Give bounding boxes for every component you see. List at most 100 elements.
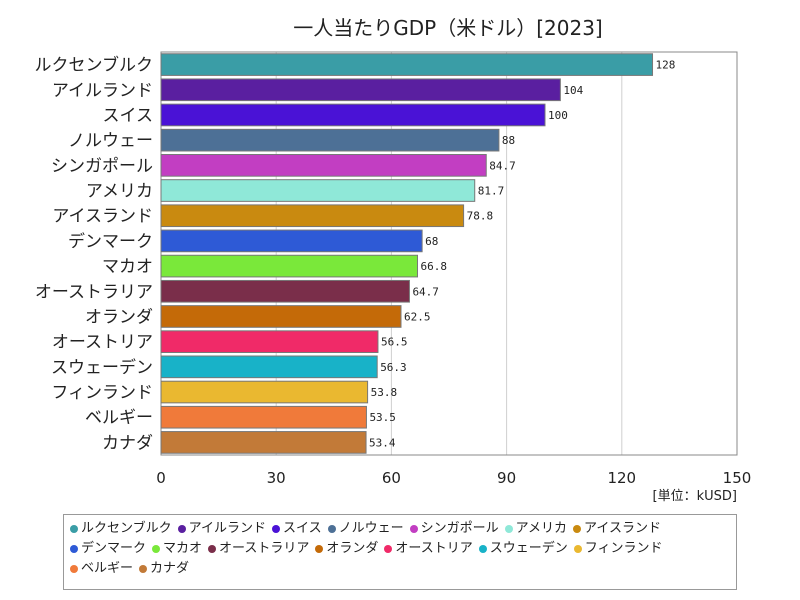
legend-item: マカオ	[152, 541, 202, 557]
legend-marker	[315, 545, 324, 553]
bar-value-label: 53.4	[369, 436, 396, 449]
legend-item: ルクセンブルク	[70, 521, 172, 537]
bar	[160, 229, 423, 253]
x-tick-label: 90	[497, 469, 516, 487]
legend-marker	[271, 525, 280, 533]
legend-marker	[504, 525, 513, 533]
legend-label: スイス	[282, 521, 322, 536]
legend-item: デンマーク	[70, 541, 146, 557]
legend-label: オランダ	[326, 541, 379, 556]
legend-item: アイルランド	[177, 521, 266, 537]
bar-value-label: 62.5	[404, 310, 431, 323]
bar-value-label: 64.7	[412, 285, 439, 298]
bar	[160, 254, 419, 278]
legend-label: ルクセンブルク	[81, 521, 172, 536]
legend-item: ノルウェー	[327, 521, 404, 537]
legend-label: オーストリア	[395, 541, 473, 556]
bar-value-label: 56.5	[381, 336, 408, 349]
category-label: アイスランド	[52, 207, 153, 227]
legend-label: マカオ	[163, 541, 203, 556]
legend-item: オランダ	[315, 541, 378, 557]
legend-marker	[152, 545, 161, 553]
bar	[160, 405, 367, 429]
legend-label: オーストラリア	[219, 541, 310, 556]
x-tick-labels: 0 30 60 90 120 150	[156, 469, 751, 487]
bar-value-label: 100	[548, 109, 568, 122]
legend-label: カナダ	[150, 561, 190, 576]
bar-value-label: 66.8	[421, 260, 448, 273]
category-labels: ルクセンブルクアイルランドスイスノルウェーシンガポールアメリカアイスランドデンマ…	[35, 55, 154, 454]
bar-value-label: 78.8	[467, 210, 494, 223]
legend-label: アイルランド	[188, 521, 266, 536]
bar	[160, 305, 402, 328]
category-label: オーストリア	[52, 333, 153, 353]
category-label: ベルギー	[85, 408, 153, 428]
bars-group: 128 104 100 88 84.7 81.7 78.8 68 66.8 64.7 62.5 56.…	[160, 53, 676, 454]
legend-item: スウェーデン	[478, 541, 568, 557]
legend-marker	[327, 525, 336, 533]
legend-item: オーストラリア	[208, 541, 309, 557]
legend-item: ベルギー	[70, 561, 133, 577]
legend-marker	[70, 565, 78, 573]
legend-label: デンマーク	[81, 541, 147, 556]
legend-label: ベルギー	[81, 561, 134, 576]
legend-label: ノルウェー	[338, 521, 404, 536]
unit-label: [単位：kUSD]	[653, 488, 737, 504]
category-label: ノルウェー	[68, 131, 153, 151]
legend-item: シンガポール	[409, 521, 499, 537]
bar	[160, 53, 654, 76]
category-label: マカオ	[102, 257, 153, 277]
bar	[160, 204, 465, 228]
x-tick-label: 60	[382, 469, 401, 487]
category-label: スイス	[103, 106, 154, 126]
bar-value-label: 128	[656, 59, 676, 72]
bar-value-label: 56.3	[380, 361, 407, 374]
legend-label: シンガポール	[420, 521, 499, 536]
legend-item: アメリカ	[504, 521, 567, 537]
bar	[160, 279, 410, 303]
legend-item: フィンランド	[573, 541, 663, 557]
bar-value-label: 84.7	[489, 159, 516, 172]
category-label: カナダ	[102, 433, 153, 453]
legend-label: スウェーデン	[489, 541, 568, 556]
x-tick-label: 120	[607, 469, 636, 487]
legend: ルクセンブルク アイルランド スイス ノルウェー シンガポール アメリカ アイスランドデンマ…	[63, 514, 737, 590]
legend-label: フィンランド	[584, 541, 663, 556]
legend-item: スイス	[271, 521, 322, 537]
category-label: オーストラリア	[35, 282, 153, 302]
x-tick-label: 0	[156, 469, 166, 487]
bar	[160, 154, 487, 177]
bar-value-label: 104	[563, 84, 583, 97]
bar-value-label: 88	[502, 134, 515, 147]
x-tick-label: 150	[723, 469, 752, 487]
legend-label: アイスランド	[584, 521, 661, 536]
bar	[160, 179, 476, 202]
category-label: アメリカ	[86, 182, 153, 202]
plot-area-frame	[160, 51, 738, 456]
bar-value-label: 68	[425, 235, 438, 248]
category-label: スウェーデン	[51, 357, 153, 378]
bar-value-label: 53.8	[371, 386, 398, 399]
bar-value-label: 81.7	[478, 185, 505, 198]
bar	[160, 355, 378, 379]
legend-item: カナダ	[139, 561, 189, 577]
legend-label: アメリカ	[515, 521, 567, 536]
category-label: デンマーク	[68, 231, 153, 252]
bar	[160, 103, 546, 127]
legend-marker	[70, 525, 78, 533]
legend-marker	[139, 565, 148, 573]
bar	[160, 330, 379, 353]
bar	[160, 380, 369, 404]
category-label: シンガポール	[51, 156, 153, 176]
category-label: ルクセンブルク	[35, 55, 154, 76]
legend-marker	[573, 525, 581, 533]
legend-marker	[409, 525, 418, 533]
x-tick-label: 30	[267, 469, 286, 487]
bar-value-label: 53.5	[369, 411, 396, 424]
legend-marker	[70, 545, 78, 553]
bar	[160, 78, 561, 102]
category-label: オランダ	[85, 307, 153, 327]
category-label: アイルランド	[52, 81, 153, 101]
bar	[160, 128, 500, 152]
